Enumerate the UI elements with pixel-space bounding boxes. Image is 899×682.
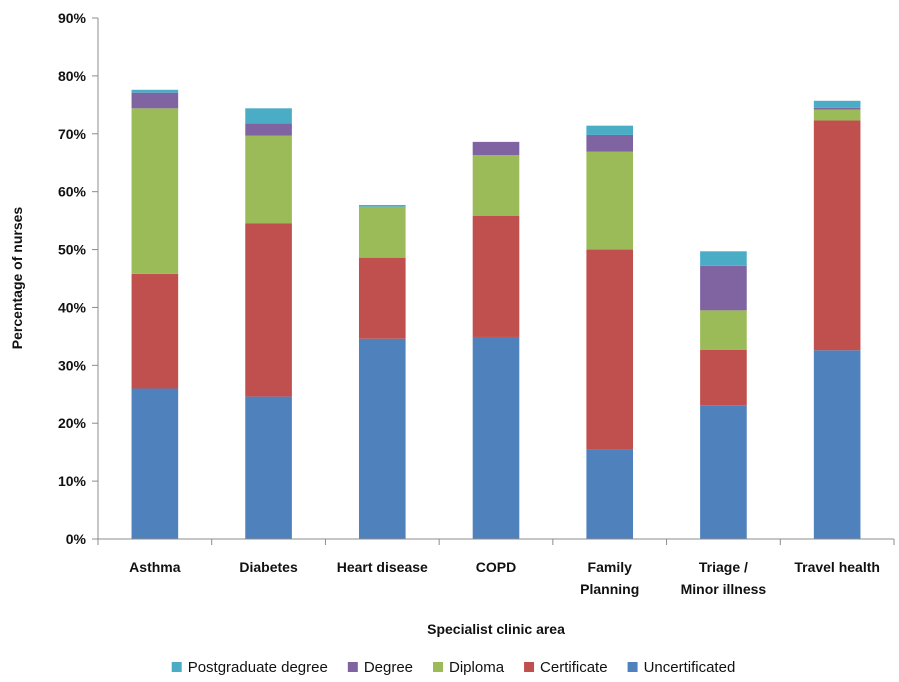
- bar-segment: [586, 125, 634, 135]
- bar-segment: [358, 206, 406, 258]
- bar-segment: [131, 92, 179, 109]
- x-tick-label: COPD: [476, 559, 516, 575]
- bar-segment: [131, 108, 179, 274]
- legend-swatch: [627, 662, 638, 672]
- y-tick-label: 90%: [58, 10, 87, 26]
- bar-segment: [586, 449, 634, 539]
- legend-swatch: [524, 662, 535, 672]
- bar-segment: [472, 336, 520, 539]
- y-tick-label: 30%: [58, 357, 87, 373]
- bars: [131, 89, 861, 539]
- bar-segment: [813, 120, 861, 351]
- bar-segment: [245, 123, 292, 136]
- bar-segment: [700, 251, 747, 266]
- bar-segment: [700, 349, 747, 406]
- y-axis: 0% 10% 20% 30% 40% 50% 60% 70% 80% 90%: [58, 10, 99, 547]
- bar-segment: [700, 405, 747, 539]
- legend-swatch: [433, 662, 444, 672]
- bar-segment: [586, 249, 634, 450]
- x-tick-label: Travel health: [794, 559, 880, 575]
- bar-segment: [472, 155, 520, 216]
- x-tick-label: Family Planning: [580, 559, 639, 597]
- bar-segment: [131, 89, 179, 93]
- y-tick-label: 0%: [66, 531, 87, 547]
- bar-segment: [813, 100, 861, 108]
- y-tick-label: 20%: [58, 415, 87, 431]
- legend: Postgraduate degree Degree Diploma Certific…: [171, 659, 736, 676]
- x-tick-label: Triage / Minor illness: [681, 559, 767, 597]
- bar-segment: [358, 257, 406, 339]
- y-tick-label: 70%: [58, 126, 87, 142]
- bar-segment: [358, 204, 406, 207]
- bar-segment: [472, 141, 520, 156]
- bar-segment: [586, 151, 634, 250]
- bar-segment: [131, 273, 179, 389]
- bar-segment: [472, 215, 520, 337]
- legend-swatch: [347, 662, 358, 672]
- bar-segment: [245, 223, 292, 397]
- legend-label: Degree: [364, 659, 413, 676]
- bar-segment: [245, 135, 292, 224]
- x-tick-label: Asthma: [129, 559, 181, 575]
- y-tick-label: 10%: [58, 473, 87, 489]
- legend-label: Uncertificated: [644, 659, 736, 676]
- bar-segment: [245, 108, 292, 124]
- y-tick-label: 50%: [58, 242, 87, 258]
- bar-segment: [358, 338, 406, 539]
- x-tick-label: Diabetes: [239, 559, 298, 575]
- bar-segment: [700, 310, 747, 350]
- bar-segment: [131, 388, 179, 539]
- y-tick-label: 80%: [58, 68, 87, 84]
- legend-label: Postgraduate degree: [188, 659, 328, 676]
- y-tick-label: 40%: [58, 299, 87, 315]
- bar-segment: [700, 265, 747, 311]
- legend-label: Diploma: [449, 659, 505, 676]
- legend-label: Certificate: [540, 659, 608, 676]
- x-tick-label: Heart disease: [337, 559, 428, 575]
- bar-segment: [813, 109, 861, 121]
- bar-segment: [245, 396, 292, 539]
- x-axis: Asthma Diabetes Heart disease COPD Family Pla…: [97, 538, 895, 597]
- legend-swatch: [171, 662, 182, 672]
- x-axis-title: Specialist clinic area: [427, 621, 565, 637]
- y-axis-title: Percentage of nurses: [9, 207, 25, 350]
- bar-segment: [813, 350, 861, 539]
- y-tick-label: 60%: [58, 184, 87, 200]
- bar-segment: [813, 107, 861, 110]
- bar-segment: [586, 134, 634, 152]
